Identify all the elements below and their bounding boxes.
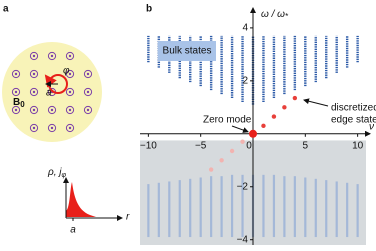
- field-ring: [11, 69, 21, 79]
- edge-label: discretized: [331, 103, 376, 114]
- inset-y-label: ρ, jφ: [47, 167, 67, 179]
- field-ring: [47, 51, 57, 61]
- field-center: [68, 54, 72, 58]
- field-label: B0: [13, 97, 25, 109]
- field-ring: [47, 105, 57, 115]
- field-center: [50, 54, 54, 58]
- field-center: [86, 72, 90, 76]
- edge-arrow: [303, 98, 329, 107]
- zero-mode: [249, 129, 257, 138]
- field-dots: [11, 51, 93, 133]
- edge-state: [292, 95, 298, 101]
- x-tick-label: 0: [246, 140, 252, 151]
- field-center: [14, 108, 18, 112]
- field-center: [50, 108, 54, 112]
- edge-state: [282, 105, 287, 110]
- field-ring: [65, 105, 75, 115]
- field-center: [50, 126, 54, 130]
- field-ring: [65, 87, 75, 97]
- field-ring: [29, 123, 39, 133]
- phi-label: φ: [63, 66, 70, 77]
- field-ring: [29, 69, 39, 79]
- zero-arrow: [231, 125, 249, 133]
- x-axis-label: ν: [369, 121, 374, 132]
- field-ring: [29, 87, 39, 97]
- panel-label: a: [3, 4, 9, 15]
- panel-label: b: [146, 4, 152, 15]
- field-center: [68, 90, 72, 94]
- edge-state: [271, 114, 277, 119]
- y-tick-label: −2: [237, 181, 249, 192]
- mirror-state: [229, 148, 235, 154]
- field-center: [32, 90, 36, 94]
- edge-label: edge states: [331, 115, 376, 126]
- field-center: [86, 90, 90, 94]
- y-tick-label: −4: [237, 234, 249, 245]
- field-center: [32, 72, 36, 76]
- field-ring: [11, 87, 21, 97]
- field-center: [32, 54, 36, 58]
- x-tick-label: −10: [140, 140, 157, 151]
- mirror-state: [240, 139, 245, 144]
- field-center: [68, 72, 72, 76]
- field-ring: [65, 69, 75, 79]
- radius-label: a: [46, 88, 52, 99]
- field-ring: [83, 69, 93, 79]
- inset-radius: a: [70, 225, 76, 236]
- x-tick-label: −5: [195, 140, 207, 151]
- mirror-state: [219, 158, 224, 163]
- field-ring: [83, 87, 93, 97]
- field-center: [32, 126, 36, 130]
- inset-x-label: r: [126, 212, 130, 223]
- legend-label: Bulk states: [163, 46, 212, 57]
- field-center: [14, 90, 18, 94]
- y-label-main: ω / ω: [261, 9, 285, 20]
- y-label-sub: *: [285, 12, 289, 21]
- field-ring: [11, 105, 21, 115]
- spectrum-plot: Bulk states −10 −5 0 5 10 −4 −2 2 4 ω / ω* ν discret…: [140, 7, 376, 245]
- x-tick-label: 10: [352, 140, 364, 151]
- x-tick-label: 5: [303, 140, 309, 151]
- field-center: [68, 108, 72, 112]
- edge-state: [261, 123, 266, 129]
- field-center: [86, 108, 90, 112]
- loop-arrow: [44, 74, 57, 88]
- y-tick-label: 4: [242, 23, 248, 34]
- zero-mode-label: Zero mode: [203, 115, 252, 126]
- legend-box: [158, 41, 216, 61]
- field-ring: [65, 123, 75, 133]
- field-center: [32, 108, 36, 112]
- field-ring: [65, 51, 75, 61]
- field-ring: [29, 105, 39, 115]
- field-center: [68, 126, 72, 130]
- profile: [66, 182, 96, 217]
- y-axis-label: ω / ω*: [261, 9, 289, 21]
- y-tick-label: 2: [242, 75, 248, 86]
- field-ring: [83, 105, 93, 115]
- mirror-state: [208, 167, 214, 172]
- field-ring: [29, 51, 39, 61]
- field-ring: [47, 123, 57, 133]
- field-center: [14, 72, 18, 76]
